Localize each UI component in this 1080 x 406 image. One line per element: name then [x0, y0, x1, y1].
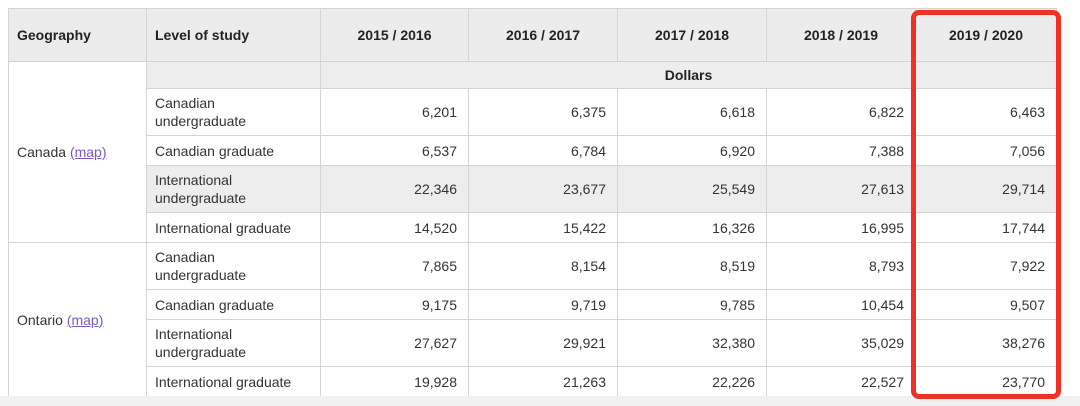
level-cell: Canadian undergraduate — [146, 88, 321, 136]
table-row: Canadian undergraduate 6,201 6,375 6,618 6,82… — [9, 88, 1057, 136]
value-cell: 14,520 — [320, 212, 469, 243]
level-cell: International graduate — [146, 366, 321, 397]
level-cell: International undergraduate — [146, 319, 321, 367]
level-label-line: undergraduate — [155, 344, 247, 360]
level-label-line: Canadian graduate — [155, 142, 275, 159]
level-label-line: International — [155, 326, 233, 342]
value-cell: 6,822 — [766, 88, 916, 136]
value-cell: 21,263 — [468, 366, 618, 397]
value-cell: 23,677 — [468, 165, 618, 213]
level-cell: International undergraduate — [146, 165, 321, 213]
value-cell: 22,527 — [766, 366, 916, 397]
value-cell: 38,276 — [915, 319, 1057, 367]
unit-label-cell: Dollars — [320, 61, 1057, 89]
value-cell: 6,201 — [320, 88, 469, 136]
value-cell: 27,627 — [320, 319, 469, 367]
table-row: International undergraduate 22,346 23,677 25… — [9, 165, 1057, 213]
tuition-fees-table: Geography Level of study 2015 / 2016 2016 /… — [8, 8, 1057, 397]
geography-cell-ontario: Ontario (map) — [8, 242, 147, 397]
col-header-2017-2018: 2017 / 2018 — [617, 8, 767, 62]
table-row: Canadian graduate 6,537 6,784 6,920 7,388 7,0… — [9, 135, 1057, 166]
value-cell: 16,326 — [617, 212, 767, 243]
value-cell: 8,154 — [468, 242, 618, 290]
col-header-level-of-study: Level of study — [146, 8, 321, 62]
level-cell: Canadian graduate — [146, 135, 321, 166]
table-row: International graduate 19,928 21,263 22,226… — [9, 366, 1057, 397]
level-label-line: International graduate — [155, 219, 292, 236]
header-row: Geography Level of study 2015 / 2016 2016 /… — [8, 8, 1057, 62]
value-cell: 7,922 — [915, 242, 1057, 290]
level-label-line: Canadian graduate — [155, 296, 275, 313]
value-cell: 23,770 — [915, 366, 1057, 397]
value-cell: 16,995 — [766, 212, 916, 243]
value-cell: 17,744 — [915, 212, 1057, 243]
value-cell: 6,375 — [468, 88, 618, 136]
value-cell: 7,388 — [766, 135, 916, 166]
value-cell: 6,463 — [915, 88, 1057, 136]
value-cell: 35,029 — [766, 319, 916, 367]
value-cell: 9,175 — [320, 289, 469, 320]
map-link-canada[interactable]: (map) — [69, 144, 107, 160]
unit-row: Canada (map) Dollars — [8, 61, 1057, 243]
value-cell: 32,380 — [617, 319, 767, 367]
table-body: Canada (map) Dollars Canadian undergraduate… — [8, 61, 1057, 397]
geography-label: Canada — [17, 144, 67, 160]
geography-label: Ontario — [17, 311, 63, 328]
level-cell: International graduate — [146, 212, 321, 243]
value-cell: 27,613 — [766, 165, 916, 213]
col-header-geography: Geography — [8, 8, 147, 62]
level-cell: Canadian undergraduate — [146, 242, 321, 290]
tuition-table-wrap: Geography Level of study 2015 / 2016 2016 /… — [8, 8, 1057, 397]
level-label-line: undergraduate — [155, 190, 247, 206]
col-header-2019-2020: 2019 / 2020 — [915, 8, 1057, 62]
level-label-line: undergraduate — [155, 113, 247, 129]
value-cell: 19,928 — [320, 366, 469, 397]
table-row: Canadian graduate 9,175 9,719 9,785 10,454 9,… — [9, 289, 1057, 320]
value-cell: 7,865 — [320, 242, 469, 290]
value-cell: 25,549 — [617, 165, 767, 213]
level-label-line: Canadian — [155, 249, 215, 265]
col-header-2016-2017: 2016 / 2017 — [468, 8, 618, 62]
table-header: Geography Level of study 2015 / 2016 2016 /… — [8, 8, 1057, 62]
value-cell: 22,226 — [617, 366, 767, 397]
value-cell: 8,519 — [617, 242, 767, 290]
table-row: Ontario (map) Canadian undergraduate 7,865 8… — [8, 242, 1057, 397]
level-label-line: International graduate — [155, 373, 292, 390]
level-label-line: Canadian — [155, 95, 215, 111]
value-cell: 9,785 — [617, 289, 767, 320]
value-cell: 29,714 — [915, 165, 1057, 213]
value-cell: 9,507 — [915, 289, 1057, 320]
map-link-ontario[interactable]: (map) — [66, 311, 104, 328]
table-row: International undergraduate 27,627 29,921 32… — [9, 319, 1057, 367]
value-cell: 10,454 — [766, 289, 916, 320]
value-cell: 8,793 — [766, 242, 916, 290]
value-cell: 15,422 — [468, 212, 618, 243]
geography-cell-canada: Canada (map) — [8, 61, 147, 243]
table-row: International graduate 14,520 15,422 16,326… — [9, 212, 1057, 243]
unit-spacer-cell — [146, 61, 321, 89]
level-label-line: undergraduate — [155, 267, 247, 283]
value-cell: 9,719 — [468, 289, 618, 320]
col-header-2015-2016: 2015 / 2016 — [320, 8, 469, 62]
level-cell: Canadian graduate — [146, 289, 321, 320]
page-footer-strip — [0, 396, 1080, 406]
col-header-2018-2019: 2018 / 2019 — [766, 8, 916, 62]
value-cell: 6,784 — [468, 135, 618, 166]
value-cell: 22,346 — [320, 165, 469, 213]
value-cell: 7,056 — [915, 135, 1057, 166]
value-cell: 6,537 — [320, 135, 469, 166]
value-cell: 29,921 — [468, 319, 618, 367]
level-label-line: International — [155, 172, 233, 188]
value-cell: 6,618 — [617, 88, 767, 136]
value-cell: 6,920 — [617, 135, 767, 166]
